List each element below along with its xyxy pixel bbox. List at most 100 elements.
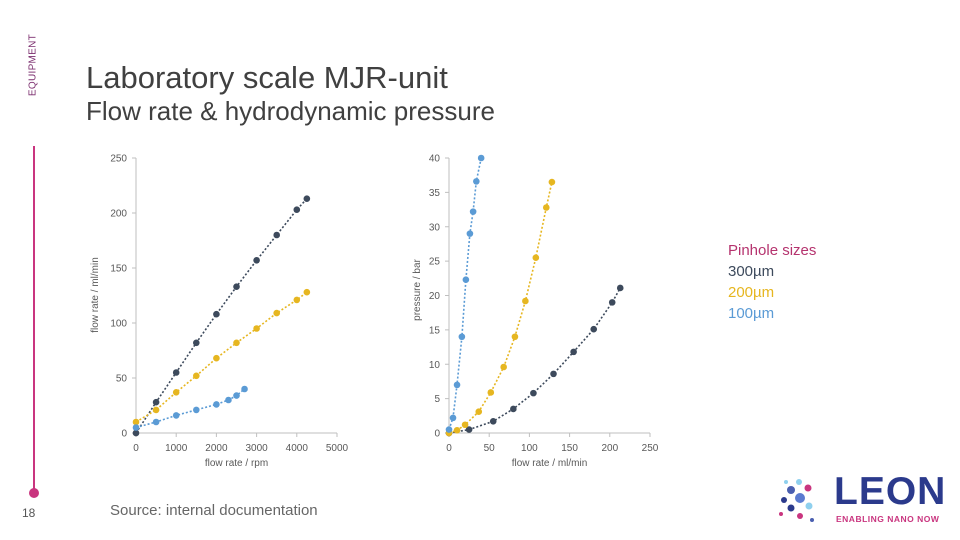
chart1-series-2-point	[458, 333, 466, 341]
chart0-series-2-point	[241, 385, 248, 393]
chart0-series-1-point	[213, 354, 220, 362]
chart1-series-1-point	[511, 333, 519, 341]
chart1-y-tick-label: 25	[429, 257, 441, 268]
logo-dots-icon	[779, 479, 814, 522]
chart0-x-tick-label: 4000	[286, 443, 309, 454]
chart1-series-1-point	[548, 178, 556, 186]
chart0-series-0-point	[253, 257, 260, 264]
legend-title: Pinhole sizes	[728, 242, 817, 259]
legend: Pinhole sizes 300µm 200µm 100µm	[728, 240, 816, 324]
chart1-series-0-point	[570, 348, 577, 356]
chart1-series-1-point	[542, 204, 550, 211]
chart1-y-tick-label: 0	[434, 429, 440, 440]
chart0-series-2-point	[193, 406, 200, 414]
chart0-x-tick-label: 3000	[245, 443, 268, 454]
chart0-series-0-point	[213, 310, 220, 318]
legend-item-300: 300µm	[728, 263, 775, 280]
chart0-x-tick-label: 2000	[205, 443, 228, 454]
chart1-series-0-point	[550, 370, 557, 378]
chart1-series-1-point	[453, 426, 461, 434]
chart0-series-2-point	[213, 401, 220, 408]
chart1-series-2-point	[445, 426, 453, 433]
chart0-series-1-point	[132, 418, 140, 426]
source-note: Source: internal documentation	[110, 502, 318, 519]
chart0-series-1-point	[193, 372, 200, 380]
chart0-y-label: flow rate / ml/min	[90, 257, 101, 333]
chart1-series-0-point	[510, 405, 517, 413]
chart1-y-tick-label: 10	[429, 360, 441, 371]
chart1-series-0-point	[489, 418, 497, 425]
slide-title: Laboratory scale MJR-unit	[86, 60, 448, 95]
chart0-x-tick-label: 0	[133, 443, 139, 454]
chart1-x-label: flow rate / ml/min	[512, 458, 588, 469]
chart0-series-0-point	[233, 283, 240, 291]
chart1-series-2-point	[477, 154, 485, 162]
chart1-series-line-2	[448, 157, 482, 430]
chart0-series-0-point	[293, 206, 301, 213]
chart1-series-0-point	[608, 299, 616, 306]
chart1-series-1-point	[475, 408, 483, 415]
chart0-series-2-point	[233, 392, 240, 399]
chart1-x-tick-label: 0	[446, 443, 452, 454]
chart0-series-1-point	[233, 339, 240, 347]
side-dot	[29, 488, 39, 498]
legend-item-200: 200µm	[728, 284, 775, 301]
chart0-series-1-point	[303, 288, 311, 296]
page-number: 18	[22, 506, 36, 520]
chart1-y-tick-label: 15	[429, 325, 441, 336]
chart1-series-2-point	[466, 230, 474, 237]
chart0-x-tick-label: 5000	[326, 443, 349, 454]
chart1-series-0-point	[590, 325, 598, 333]
logo-tagline: ENABLING NANO NOW	[836, 514, 940, 524]
chart0-y-tick-label: 150	[110, 264, 127, 275]
chart0-y-tick-label: 0	[121, 429, 127, 440]
chart1-series-2-point	[449, 414, 457, 422]
chart1-x-tick-label: 200	[601, 443, 618, 454]
chart0-series-line-0	[135, 198, 308, 434]
chart1-series-0-point	[465, 426, 473, 433]
chart0-series-0-point	[172, 369, 180, 376]
chart1-series-2-point	[453, 381, 461, 389]
chart0-y-tick-label: 250	[110, 154, 127, 165]
chart1-series-1-point	[487, 389, 495, 396]
chart1-series-1-point	[532, 254, 540, 261]
chart1-series-1-point	[461, 421, 469, 429]
chart0-series-1-point	[152, 406, 160, 414]
chart0-series-1-point	[273, 309, 281, 317]
chart1-series-0-point	[616, 284, 624, 292]
chart1-y-tick-label: 30	[429, 222, 441, 233]
chart0-series-2-point	[172, 412, 180, 419]
chart1-x-tick-label: 250	[642, 443, 659, 454]
chart1-y-label: pressure / bar	[412, 258, 423, 320]
chart0-series-2-point	[225, 396, 232, 404]
chart1-x-tick-label: 100	[521, 443, 538, 454]
chart0-series-0-point	[132, 429, 140, 437]
chart0-x-label: flow rate / rpm	[205, 458, 268, 469]
logo-name: LEON	[834, 470, 947, 513]
chart1-y-tick-label: 20	[429, 291, 441, 302]
chart0-y-tick-label: 200	[110, 209, 127, 220]
chart0-y-tick-label: 100	[110, 319, 127, 330]
chart0-series-1-point	[293, 296, 301, 304]
chart0-series-line-1	[135, 291, 308, 423]
chart1-series-1-point	[500, 363, 507, 371]
chart1-x-tick-label: 150	[561, 443, 578, 454]
chart1-series-2-point	[473, 178, 480, 185]
chart0-series-0-point	[193, 339, 200, 347]
chart0-series-2-point	[152, 418, 160, 426]
chart1-y-tick-label: 40	[429, 154, 441, 165]
chart0-y-tick-label: 50	[116, 374, 128, 385]
chart1-series-line-0	[448, 287, 621, 434]
chart1-series-0-point	[530, 389, 537, 397]
chart0-x-tick-label: 1000	[165, 443, 188, 454]
chart0-series-0-point	[273, 231, 281, 239]
chart1-series-2-point	[469, 208, 477, 215]
chart0-series-1-point	[253, 325, 260, 332]
chart1-x-tick-label: 50	[484, 443, 496, 454]
legend-item-100: 100µm	[728, 305, 775, 322]
slide-subtitle: Flow rate & hydrodynamic pressure	[86, 96, 495, 126]
chart1-y-tick-label: 5	[434, 394, 440, 405]
side-divider	[33, 146, 35, 492]
chart1-series-1-point	[522, 297, 529, 305]
